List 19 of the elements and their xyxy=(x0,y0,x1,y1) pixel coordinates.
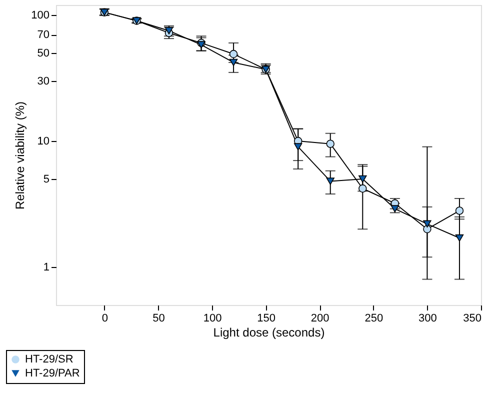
y-axis-title: Relative viability (%) xyxy=(13,101,28,210)
legend-label: HT-29/PAR xyxy=(25,368,80,380)
x-tick-label: 350 xyxy=(463,312,482,324)
x-axis-title: Light dose (seconds) xyxy=(213,326,325,340)
x-tick-label: 250 xyxy=(364,312,384,324)
y-tick-label: 70 xyxy=(37,29,50,42)
legend-label: HT-29/SR xyxy=(25,354,74,366)
y-tick-label: 30 xyxy=(37,75,50,88)
x-tick-label: 0 xyxy=(102,312,108,324)
x-tick-label: 100 xyxy=(203,312,222,324)
x-tick-label: 50 xyxy=(152,312,165,324)
x-tick-label: 150 xyxy=(257,312,276,324)
y-tick-label: 10 xyxy=(37,136,50,148)
x-tick-label: 300 xyxy=(418,312,437,324)
y-tick-label: 100 xyxy=(31,9,50,22)
y-tick-label: 5 xyxy=(43,173,50,186)
x-tick-label: 200 xyxy=(310,312,330,324)
y-tick-label: 50 xyxy=(37,47,50,60)
y-tick-label: 1 xyxy=(43,262,50,274)
